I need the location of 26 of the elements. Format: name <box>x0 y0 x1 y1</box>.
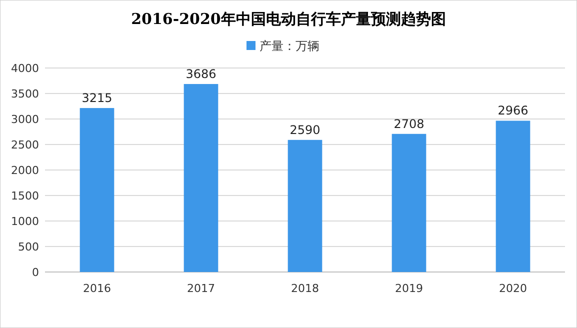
data-label: 2966 <box>498 104 528 118</box>
y-tick-label: 3500 <box>11 88 39 100</box>
bar <box>184 84 218 272</box>
y-tick-label: 1500 <box>11 190 39 202</box>
y-tick-label: 2500 <box>11 138 39 152</box>
legend-label: 产量：万辆 <box>260 39 320 53</box>
bar <box>392 134 426 272</box>
data-label: 3686 <box>186 67 216 82</box>
data-label: 3215 <box>82 91 112 106</box>
y-tick-label: 4000 <box>11 62 39 75</box>
y-tick-label: 2000 <box>11 164 39 177</box>
x-tick-label: 2018 <box>291 282 319 295</box>
bar <box>496 120 530 272</box>
chart-title: 2016-2020年中国电动自行车产量预测趋势图 <box>131 10 446 28</box>
x-tick-label: 2019 <box>395 282 423 295</box>
data-label: 2708 <box>394 116 424 131</box>
y-tick-label: 1000 <box>11 215 39 228</box>
x-tick-label: 2020 <box>499 282 527 295</box>
x-tick-label: 2017 <box>187 282 215 295</box>
bar <box>80 108 114 272</box>
bar <box>288 140 322 272</box>
y-tick-label: 500 <box>18 240 39 254</box>
data-label: 2590 <box>290 122 320 137</box>
y-tick-label: 3000 <box>11 113 39 126</box>
x-tick-label: 2016 <box>83 282 111 295</box>
y-tick-label: 0 <box>32 266 39 279</box>
